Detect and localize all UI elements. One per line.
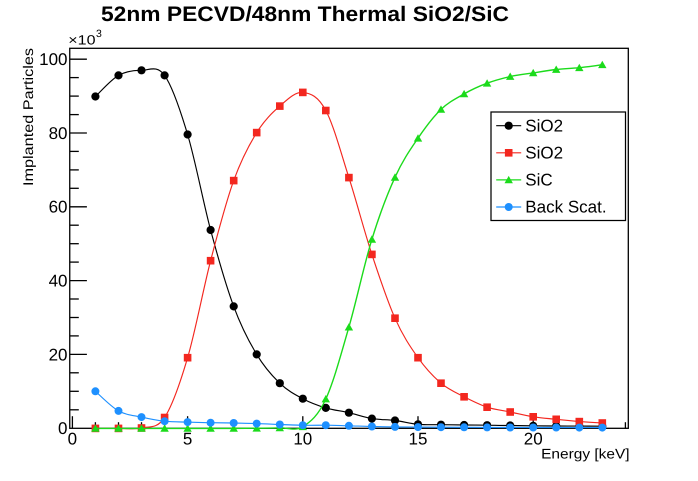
svg-text:3: 3 xyxy=(96,28,102,40)
svg-text:52nm PECVD/48nm Thermal SiO2/S: 52nm PECVD/48nm Thermal SiO2/SiC xyxy=(101,3,509,26)
svg-text:80: 80 xyxy=(49,124,68,143)
svg-text:0: 0 xyxy=(68,429,77,448)
svg-text:10: 10 xyxy=(293,429,312,448)
svg-text:Back Scat.: Back Scat. xyxy=(525,198,606,217)
svg-text:40: 40 xyxy=(49,272,68,291)
svg-text:Implanted Particles: Implanted Particles xyxy=(20,48,36,186)
svg-text:20: 20 xyxy=(524,429,543,448)
svg-text:20: 20 xyxy=(49,345,68,364)
svg-text:SiO2: SiO2 xyxy=(525,143,563,162)
svg-text:5: 5 xyxy=(183,429,192,448)
svg-text:Energy [keV]: Energy [keV] xyxy=(541,445,630,461)
svg-text:0: 0 xyxy=(58,419,67,438)
svg-text:60: 60 xyxy=(49,198,68,217)
svg-text:SiO2: SiO2 xyxy=(525,116,563,135)
svg-text:15: 15 xyxy=(409,429,428,448)
svg-text:×10: ×10 xyxy=(68,32,95,47)
svg-text:100: 100 xyxy=(39,50,67,69)
svg-text:SiC: SiC xyxy=(525,171,552,190)
